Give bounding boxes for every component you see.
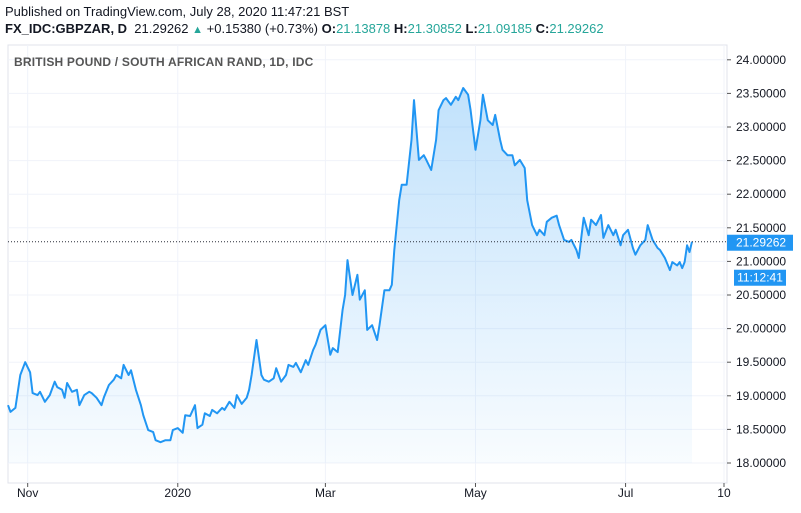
x-tick-label: Jul: [618, 486, 633, 500]
y-tick-label: 18.00000: [736, 456, 786, 470]
published-note: Published on TradingView.com, July 28, 2…: [5, 4, 350, 19]
y-tick-label: 22.50000: [736, 154, 786, 168]
y-tick-label: 23.00000: [736, 120, 786, 134]
y-tick-label: 20.00000: [736, 322, 786, 336]
y-tick-label: 23.50000: [736, 86, 786, 100]
last-price: 21.29262: [134, 21, 189, 36]
open-value: 21.13878: [336, 21, 391, 36]
chart-title: BRITISH POUND / SOUTH AFRICAN RAND, 1D, …: [14, 55, 314, 69]
close-value: 21.29262: [549, 21, 604, 36]
price-change: +0.15380 (+0.73%): [206, 21, 318, 36]
low-value: 21.09185: [477, 21, 533, 36]
x-tick-label: 2020: [164, 486, 191, 500]
y-tick-label: 19.50000: [736, 355, 786, 369]
price-area-fill: [8, 88, 692, 463]
symbol-label: FX_IDC:GBPZAR, D: [5, 21, 128, 36]
y-tick-label: 24.00000: [736, 53, 786, 67]
price-line: [7, 87, 693, 444]
y-tick-label: 18.50000: [736, 422, 786, 436]
open-label: O:: [321, 21, 337, 36]
low-label: L:: [465, 21, 478, 36]
high-value: 21.30852: [407, 21, 462, 36]
last-price-badge: [727, 234, 793, 251]
y-tick-label: 22.00000: [736, 187, 786, 201]
x-tick-label: 10: [717, 486, 731, 500]
x-tick-label: Nov: [17, 486, 38, 500]
x-tick-label: Mar: [315, 486, 336, 500]
up-arrow-icon: ▲: [192, 24, 204, 36]
last-price-label: 21.29262: [736, 236, 786, 250]
countdown-badge: [734, 269, 786, 286]
close-label: C:: [535, 21, 550, 36]
high-label: H:: [393, 21, 408, 36]
y-tick-label: 20.50000: [736, 288, 786, 302]
y-tick-label: 21.00000: [736, 254, 786, 268]
y-tick-label: 19.00000: [736, 389, 786, 403]
y-tick-label: 21.50000: [736, 221, 786, 235]
x-tick-label: May: [464, 486, 487, 500]
countdown-label: 11:12:41: [737, 271, 783, 285]
symbol-info-bar: FX_IDC:GBPZAR, D 21.29262 ▲ +0.15380 (+0…: [5, 21, 604, 36]
